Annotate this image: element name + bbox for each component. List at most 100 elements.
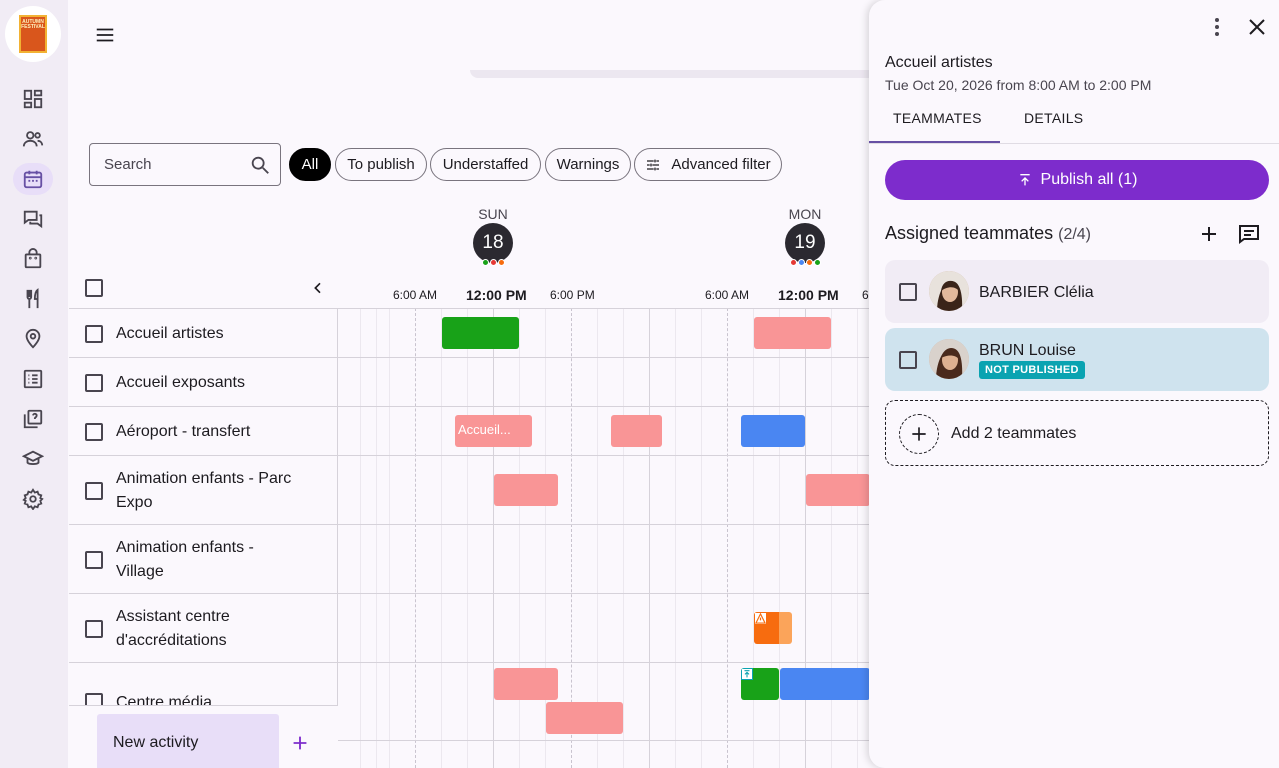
menu-icon[interactable] bbox=[94, 24, 116, 46]
shift-block[interactable] bbox=[442, 317, 519, 349]
nav-quiz-icon[interactable] bbox=[13, 403, 53, 435]
shift-block[interactable] bbox=[546, 702, 623, 734]
nav-chat-icon[interactable] bbox=[13, 203, 53, 235]
day-name: SUN bbox=[478, 206, 508, 222]
teammate-name: BRUN Louise bbox=[979, 342, 1076, 359]
shift-block-warning[interactable] bbox=[754, 612, 779, 644]
activity-row[interactable]: Assistant centre d'accréditations bbox=[69, 593, 869, 662]
nav-school-icon[interactable] bbox=[13, 443, 53, 475]
publish-icon bbox=[741, 668, 753, 680]
tab-teammates[interactable]: TEAMMATES bbox=[893, 110, 982, 126]
search-icon[interactable] bbox=[249, 154, 271, 176]
teammate-name: BARBIER Clélia bbox=[979, 284, 1094, 301]
filter-all-label: All bbox=[301, 156, 319, 173]
activity-row[interactable]: Animation enfants - Parc Expo bbox=[69, 455, 869, 524]
teammate-card-selected[interactable]: BRUN Louise NOT PUBLISHED bbox=[885, 328, 1269, 391]
activity-name: Accueil exposants bbox=[116, 374, 245, 391]
shift-block[interactable] bbox=[494, 474, 558, 506]
more-vert-icon[interactable] bbox=[1205, 15, 1229, 39]
shift-detail-panel: Accueil artistes Tue Oct 20, 2026 from 8… bbox=[869, 0, 1279, 768]
advanced-filter-label: Advanced filter bbox=[671, 156, 771, 173]
teammate-card[interactable]: BARBIER Clélia bbox=[885, 260, 1269, 323]
activity-row[interactable]: Aéroport - transfert bbox=[69, 406, 869, 455]
add-activity-icon[interactable] bbox=[289, 732, 311, 754]
publish-all-label: Publish all (1) bbox=[1040, 171, 1138, 188]
shift-block[interactable] bbox=[806, 474, 869, 506]
filter-to-publish-label: To publish bbox=[347, 156, 415, 173]
nav-people-icon[interactable] bbox=[13, 123, 53, 155]
add-teammate-icon[interactable] bbox=[1197, 222, 1221, 246]
activity-row[interactable]: Accueil exposants bbox=[69, 357, 869, 406]
shift-block[interactable] bbox=[754, 317, 831, 349]
day-number: 19 bbox=[785, 223, 825, 263]
advanced-filter-chip[interactable]: Advanced filter bbox=[634, 148, 782, 181]
teammate-checkbox[interactable] bbox=[899, 351, 917, 369]
row-checkbox[interactable] bbox=[85, 620, 103, 638]
not-published-badge: NOT PUBLISHED bbox=[979, 361, 1085, 379]
time-label: 6:00 PM bbox=[550, 288, 595, 302]
shift-block[interactable] bbox=[779, 612, 792, 644]
select-all-checkbox[interactable] bbox=[85, 279, 103, 297]
row-checkbox[interactable] bbox=[85, 374, 103, 392]
tune-icon bbox=[647, 159, 660, 170]
shift-block[interactable] bbox=[780, 668, 869, 700]
row-checkbox[interactable] bbox=[85, 482, 103, 500]
time-label: 6:00 AM bbox=[705, 288, 750, 302]
chevron-left-icon[interactable] bbox=[310, 280, 326, 296]
avatar bbox=[929, 271, 969, 311]
activity-name: Assistant centre d'accréditations bbox=[116, 608, 230, 649]
activity-row[interactable]: Accueil artistes bbox=[69, 308, 869, 357]
panel-subtitle: Tue Oct 20, 2026 from 8:00 AM to 2:00 PM bbox=[885, 77, 1152, 93]
close-icon[interactable] bbox=[1245, 15, 1269, 39]
day-header-mon[interactable]: MON 19 bbox=[775, 206, 835, 266]
nav-bag-icon[interactable] bbox=[13, 243, 53, 275]
shift-block[interactable]: Accueil... bbox=[455, 415, 532, 447]
nav-location-icon[interactable] bbox=[13, 323, 53, 355]
assigned-teammates-heading: Assigned teammates (2/4) bbox=[885, 223, 1091, 244]
festival-logo[interactable]: AUTUMN FESTIVAL bbox=[5, 6, 61, 62]
time-label: 6:00 AM bbox=[393, 288, 438, 302]
filter-warnings-chip[interactable]: Warnings bbox=[545, 148, 631, 181]
day-number: 18 bbox=[473, 223, 513, 263]
new-activity-field[interactable]: New activity bbox=[97, 714, 279, 768]
warning-icon bbox=[755, 613, 766, 624]
day-name: MON bbox=[788, 206, 822, 222]
navigation-rail: AUTUMN FESTIVAL bbox=[0, 0, 68, 768]
teammate-checkbox[interactable] bbox=[899, 283, 917, 301]
activity-name: Animation enfants - Parc Expo bbox=[116, 470, 292, 511]
nav-dashboard-icon[interactable] bbox=[13, 83, 53, 115]
logo-text: AUTUMN FESTIVAL bbox=[21, 19, 45, 30]
activity-row[interactable]: Animation enfants - Village bbox=[69, 524, 869, 593]
publish-all-button[interactable]: Publish all (1) bbox=[885, 160, 1269, 200]
tabs-divider bbox=[869, 143, 1279, 144]
shift-block-unpublished[interactable] bbox=[741, 668, 779, 700]
day-status-dots bbox=[775, 259, 835, 266]
nav-list-icon[interactable] bbox=[13, 363, 53, 395]
filter-understaffed-label: Understaffed bbox=[442, 156, 529, 173]
filter-all-chip[interactable]: All bbox=[289, 148, 331, 181]
row-checkbox[interactable] bbox=[85, 325, 103, 343]
filter-to-publish-chip[interactable]: To publish bbox=[335, 148, 427, 181]
nav-calendar-icon[interactable] bbox=[13, 163, 53, 195]
shift-block[interactable] bbox=[741, 415, 805, 447]
day-header-sun[interactable]: SUN 18 bbox=[463, 206, 523, 266]
add-teammates-card[interactable]: Add 2 teammates bbox=[885, 400, 1269, 466]
search-field[interactable] bbox=[89, 143, 281, 186]
message-icon[interactable] bbox=[1237, 222, 1261, 246]
shift-block[interactable] bbox=[494, 668, 558, 700]
avatar bbox=[929, 339, 969, 379]
activity-name: Accueil artistes bbox=[116, 325, 224, 342]
row-checkbox[interactable] bbox=[85, 423, 103, 441]
active-tab-indicator bbox=[869, 141, 1000, 143]
row-checkbox[interactable] bbox=[85, 551, 103, 569]
shift-block[interactable] bbox=[611, 415, 662, 447]
search-input[interactable] bbox=[104, 156, 244, 173]
logo-image: AUTUMN FESTIVAL bbox=[19, 15, 47, 53]
filter-understaffed-chip[interactable]: Understaffed bbox=[430, 148, 541, 181]
assigned-title: Assigned teammates bbox=[885, 223, 1054, 243]
nav-restaurant-icon[interactable] bbox=[13, 283, 53, 315]
tab-details[interactable]: DETAILS bbox=[1024, 110, 1084, 126]
nav-settings-icon[interactable] bbox=[13, 483, 53, 515]
new-activity-label: New activity bbox=[113, 734, 199, 751]
time-label: 12:00 PM bbox=[778, 287, 839, 303]
